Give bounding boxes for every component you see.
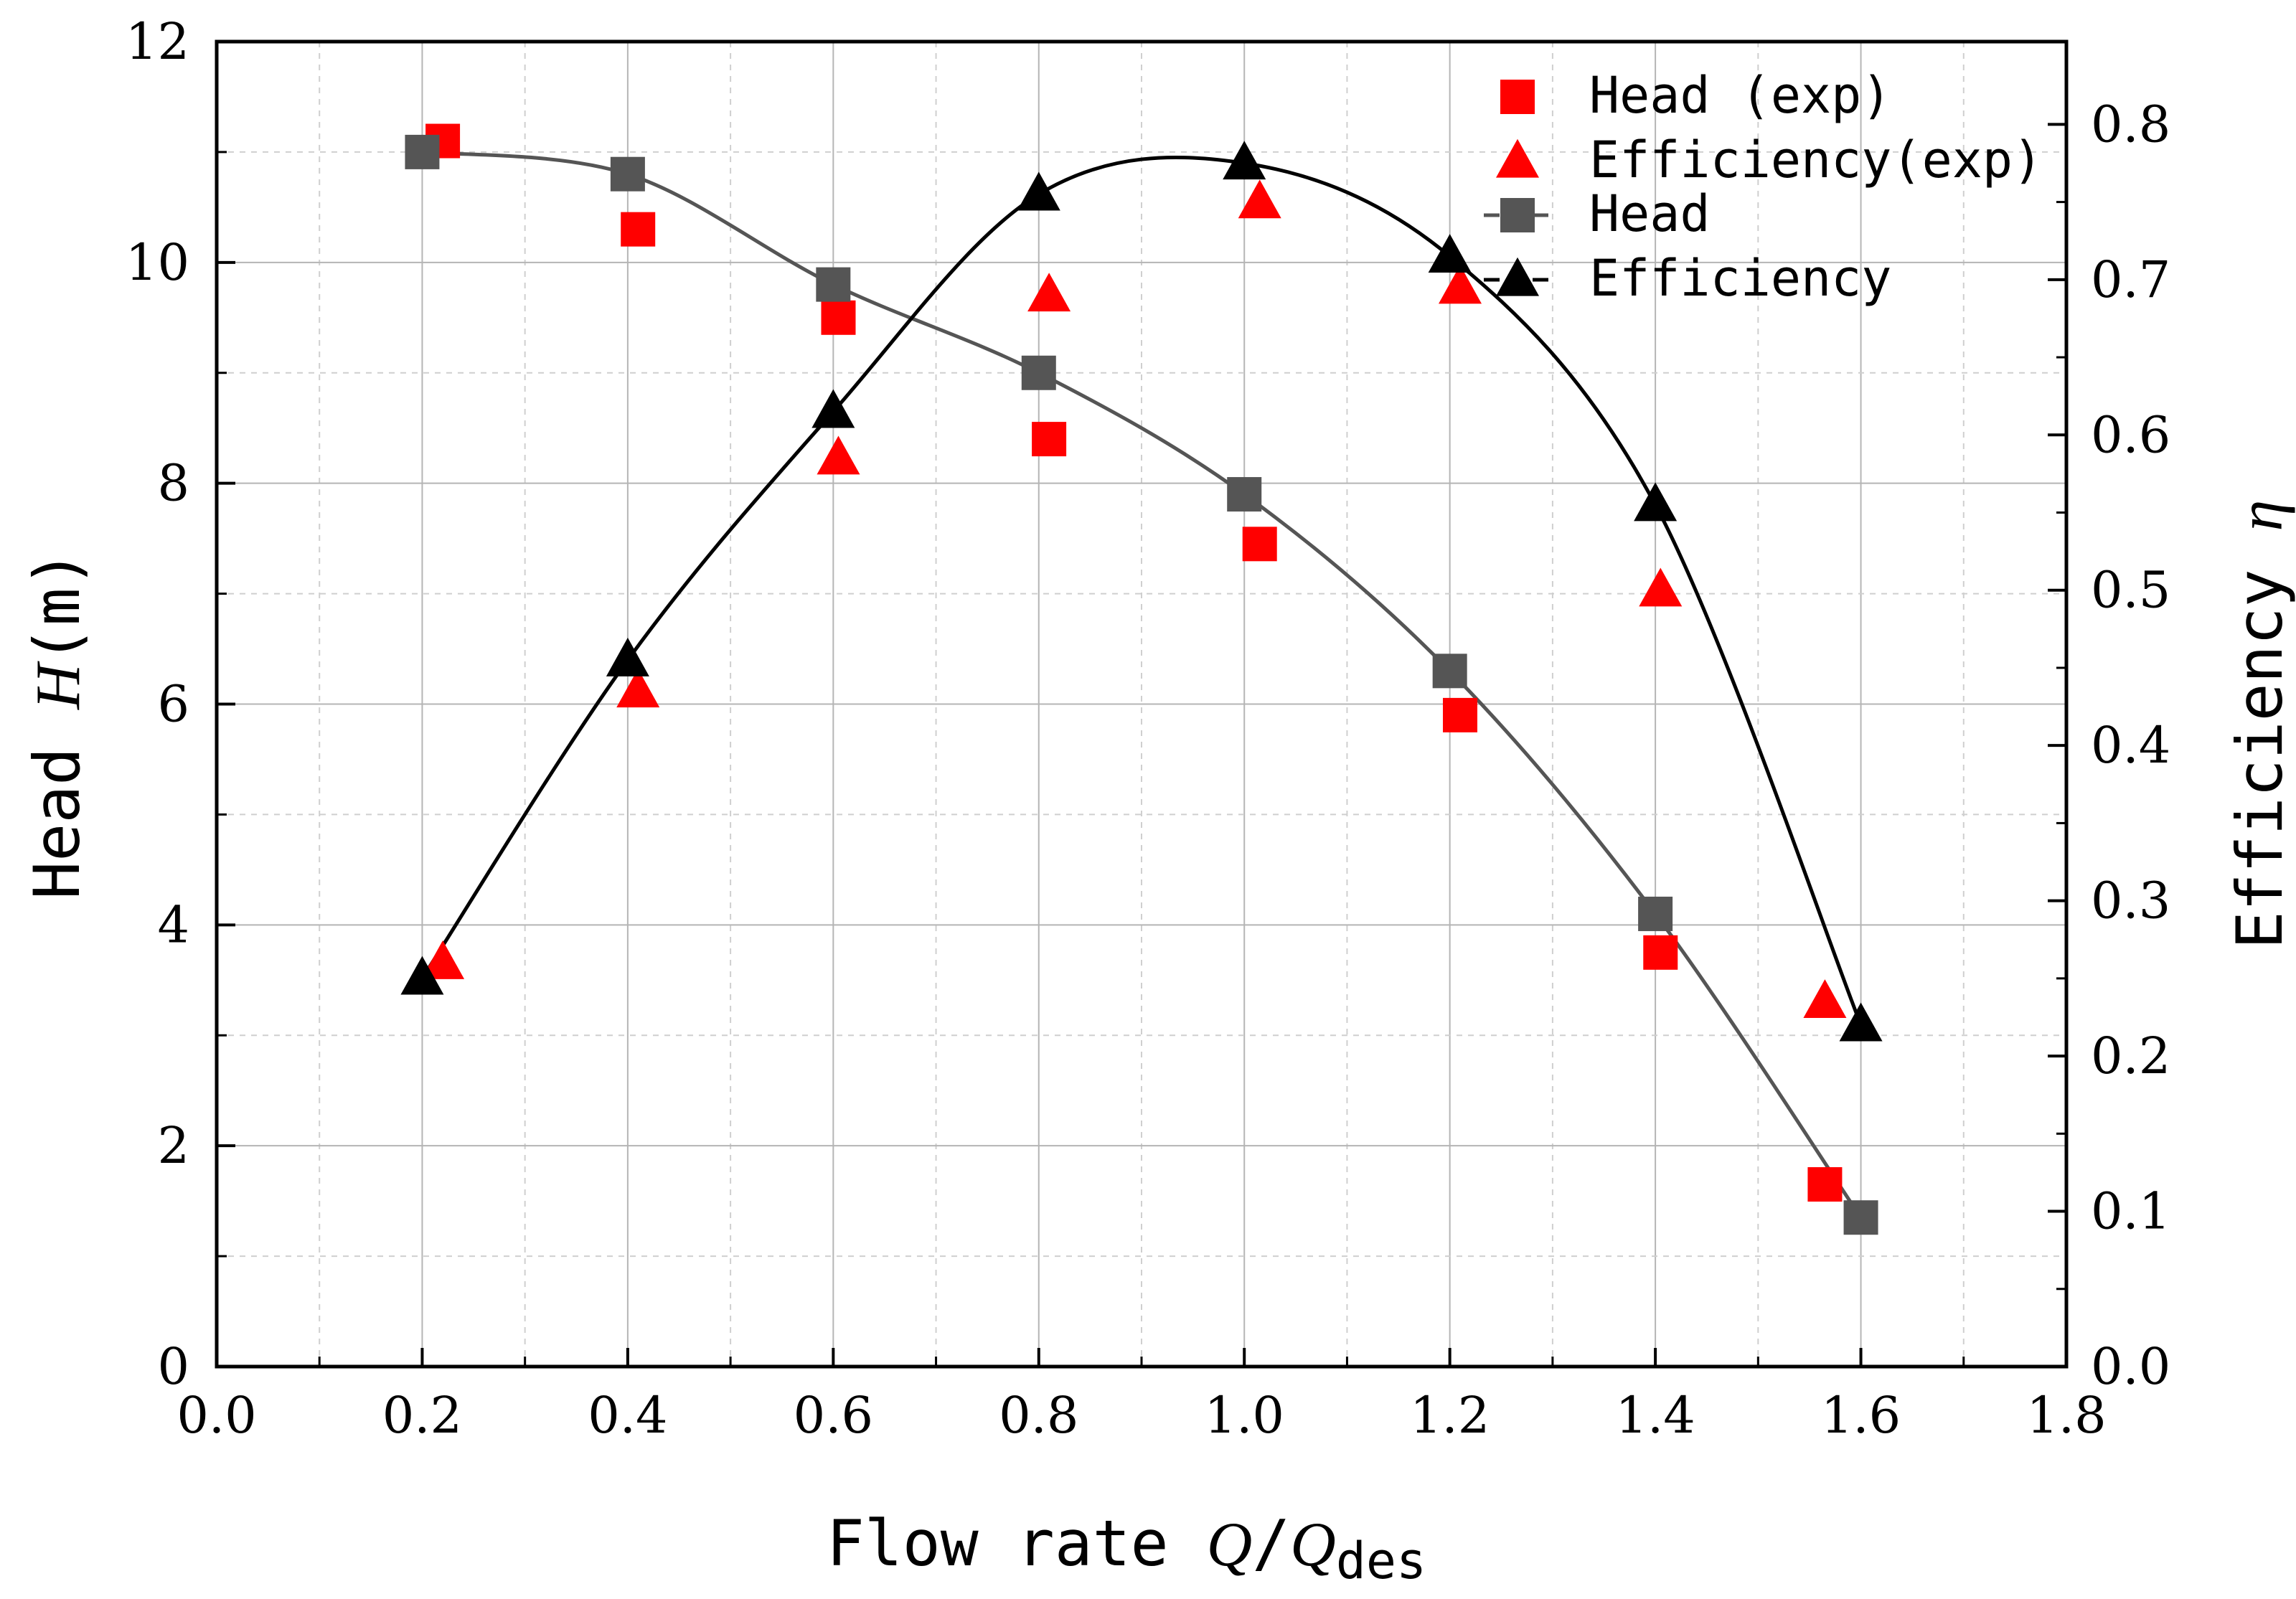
efficiency-point [1634,482,1678,522]
legend-head-marker [1500,198,1535,232]
head-point [1021,355,1056,390]
x-tick-label: 1.8 [2026,1386,2106,1445]
y-left-tick-label: 10 [126,233,189,292]
head-exp-point [1442,697,1477,732]
head-point [1432,654,1467,689]
series-markers [400,123,1883,1235]
legend-efficiency-exp-marker [1496,138,1539,178]
y-left-tick-label: 8 [157,454,189,513]
efficiency-exp-point [421,940,465,979]
head-exp-point [1807,1167,1843,1202]
head-point [1638,896,1673,931]
efficiency-exp-point [1639,567,1683,607]
head-point [816,267,851,302]
x-tick-label: 0.4 [588,1386,667,1445]
efficiency-point [1428,234,1472,273]
head-point [1227,477,1262,512]
y-left-tick-label: 6 [157,675,189,734]
efficiency-point [1839,1002,1883,1042]
y-left-tick-label: 0 [157,1337,189,1396]
legend-head-exp-marker [1500,80,1535,114]
head-exp-point [621,212,656,247]
y-right-tick-label: 0.1 [2091,1182,2170,1241]
x-tick-label: 0.6 [794,1386,873,1445]
efficiency-point [811,389,855,428]
head-exp-point [1643,935,1678,970]
legend-head-exp-label: Head (exp) [1589,66,1891,125]
y-right-tick-label: 0.0 [2091,1337,2170,1396]
axis-ticks [215,40,2068,1368]
legend-efficiency-exp-label: Efficiency(exp) [1589,131,2043,189]
y-right-tick-label: 0.3 [2091,872,2170,930]
head-point [405,134,440,169]
head-exp-point [1242,527,1277,562]
efficiency-exp-point [817,435,860,475]
x-tick-label: 1.4 [1615,1386,1695,1445]
y-left-tick-label: 4 [157,895,189,954]
x-tick-label: 1.0 [1205,1386,1284,1445]
x-tick-label: 0.8 [999,1386,1078,1445]
y-right-tick-label: 0.7 [2091,250,2170,309]
efficiency-exp-point [616,669,660,708]
legend-efficiency-label: Efficiency [1589,249,1891,308]
efficiency-point [1017,171,1060,211]
head-exp-point [1032,422,1067,457]
head-point [1843,1200,1878,1235]
legend-head-label: Head [1589,184,1711,243]
y-right-tick-label: 0.6 [2091,405,2170,464]
legend: Head (exp) Efficiency(exp)Head Efficiency [1484,66,2043,308]
y-right-tick-label: 0.4 [2091,716,2170,775]
y-right-axis-title: Efficiency η [2223,500,2296,949]
legend-efficiency-marker [1496,257,1539,296]
tick-labels: 0.0 0.2 0.4 0.6 0.8 1.0 1.2 1.4 1.6 1.8 0 2 4 6 8 10 12 0… [126,12,2170,1445]
x-axis-title: Flow rate Q/Qdes [827,1506,1426,1590]
efficiency-point [606,637,649,676]
efficiency-exp-point [1027,273,1071,312]
x-tick-label: 0.0 [177,1386,256,1445]
y-right-tick-label: 0.5 [2091,561,2170,620]
x-tick-label: 1.6 [1821,1386,1901,1445]
y-left-tick-label: 2 [157,1116,189,1175]
head-exp-point [821,300,856,335]
efficiency-point [400,956,444,995]
efficiency-exp-point [1803,979,1847,1019]
grid-lines [217,42,2066,1367]
efficiency-exp-point [1438,265,1482,304]
x-tick-label: 1.2 [1410,1386,1490,1445]
efficiency-exp-point [1238,179,1281,219]
head-point [610,156,645,192]
efficiency-line [420,155,1863,1026]
y-right-tick-label: 0.8 [2091,95,2170,154]
y-right-tick-label: 0.2 [2091,1027,2170,1085]
y-left-axis-title: Head H(m) [20,549,94,899]
y-left-tick-label: 12 [126,12,189,71]
efficiency-point [1223,141,1266,180]
x-tick-label: 0.2 [382,1386,462,1445]
